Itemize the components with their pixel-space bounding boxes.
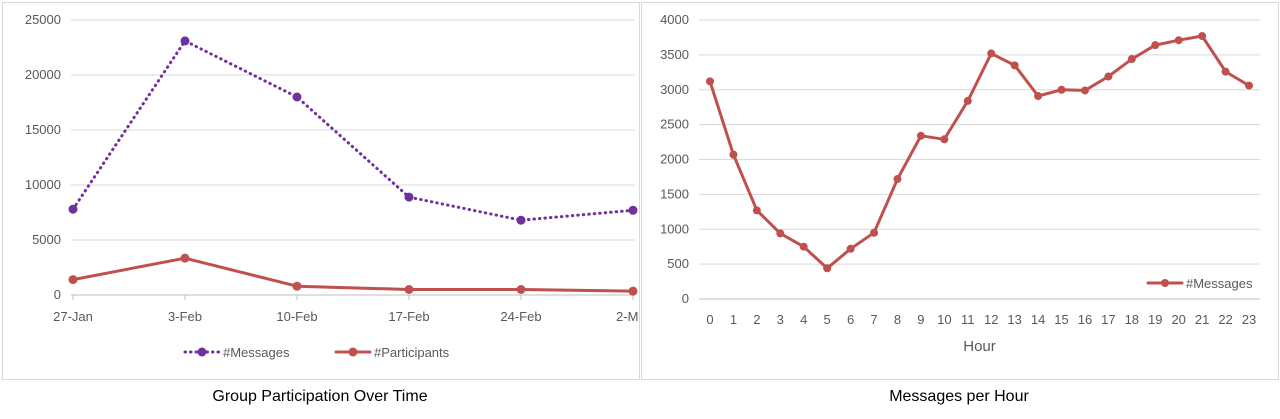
data-point	[776, 229, 785, 238]
y-tick-label: 2500	[660, 117, 689, 132]
data-point	[628, 286, 638, 296]
legend-swatch-marker	[197, 347, 207, 357]
data-point	[1198, 32, 1207, 41]
data-point	[292, 281, 302, 291]
y-tick-label: 3000	[660, 82, 689, 97]
x-tick-label: 0	[706, 312, 713, 327]
x-tick-label: 3-Feb	[168, 309, 202, 324]
data-point	[846, 244, 855, 253]
x-tick-label: 15	[1054, 312, 1068, 327]
series-line-0	[708, 34, 1251, 270]
x-tick-label: 10-Feb	[276, 309, 317, 324]
x-axis-label: Hour	[963, 338, 996, 355]
x-tick-label: 2-Mar	[616, 309, 639, 324]
y-tick-label: 20000	[25, 67, 61, 82]
data-point	[1245, 81, 1253, 90]
data-point	[1010, 61, 1019, 70]
y-tick-label: 15000	[25, 122, 61, 137]
x-tick-label: 17-Feb	[388, 309, 429, 324]
y-tick-label: 0	[682, 291, 689, 306]
data-point	[940, 135, 949, 144]
x-tick-label: 4	[800, 312, 807, 327]
x-tick-label: 20	[1171, 312, 1185, 327]
chart-panel-messages-per-hour: 0 500 1000 1500 2000 2500 3000 3500 4000 0 1 2 3 4 5 6 7…	[641, 2, 1279, 380]
data-point	[1221, 67, 1230, 76]
x-tick-label: 8	[894, 312, 901, 327]
x-tick-label: 24-Feb	[500, 309, 541, 324]
y-tick-label: 500	[667, 256, 689, 271]
data-point	[893, 175, 902, 184]
series-line-0	[71, 39, 635, 222]
data-point	[1034, 92, 1043, 101]
data-point	[729, 150, 738, 159]
x-tick-label: 19	[1148, 312, 1162, 327]
legend-label: #Participants	[374, 345, 450, 360]
data-point	[752, 206, 761, 215]
x-tick-label: 18	[1125, 312, 1139, 327]
x-tick-label: 22	[1218, 312, 1232, 327]
x-tick-label: 5	[824, 312, 831, 327]
data-point	[404, 285, 414, 294]
y-tick-label: 3500	[660, 47, 689, 62]
legend-label: #Messages	[1186, 276, 1253, 291]
data-point	[1127, 55, 1136, 64]
x-tick-label: 23	[1242, 312, 1256, 327]
data-point	[823, 264, 832, 273]
data-point	[1151, 41, 1160, 50]
x-tick-label: 21	[1195, 312, 1209, 327]
x-tick-label: 9	[917, 312, 924, 327]
y-tick-label: 0	[54, 287, 61, 302]
data-point	[706, 77, 714, 86]
data-point	[404, 192, 414, 202]
x-tick-label: 6	[847, 312, 854, 327]
data-point	[799, 242, 808, 251]
series-line-1	[71, 256, 635, 293]
data-point	[628, 205, 638, 215]
x-tick-label: 3	[777, 312, 784, 327]
y-tick-label: 5000	[32, 232, 61, 247]
y-tick-label: 1500	[660, 186, 689, 201]
y-tick-label: 2000	[660, 152, 689, 167]
y-tick-label: 1000	[660, 221, 689, 236]
x-tick-label: 16	[1078, 312, 1092, 327]
data-point	[516, 215, 526, 225]
y-tick-label: 10000	[25, 177, 61, 192]
x-tick-label: 17	[1101, 312, 1115, 327]
x-tick-label: 13	[1007, 312, 1021, 327]
x-tick-label: 1	[730, 312, 737, 327]
chart-panel-group-participation: 0 5000 10000 15000 20000 25000 27-Jan 3-Feb 10-F…	[2, 2, 651, 380]
x-tick-label: 14	[1031, 312, 1045, 327]
x-tick-label: 12	[984, 312, 998, 327]
data-point	[1104, 72, 1113, 81]
chart-group-participation: 0 5000 10000 15000 20000 25000 27-Jan 3-Feb 10-F…	[25, 12, 651, 360]
data-point	[1057, 85, 1066, 94]
y-tick-label: 25000	[25, 12, 61, 27]
y-tick-label: 4000	[660, 12, 689, 27]
x-tick-label: 10	[937, 312, 951, 327]
data-point	[963, 96, 972, 105]
data-point	[68, 204, 78, 214]
data-point	[916, 131, 925, 140]
caption-group-participation: Group Participation Over Time	[212, 388, 428, 405]
data-point	[68, 275, 78, 285]
x-tick-label: 7	[870, 312, 877, 327]
caption-messages-per-hour: Messages per Hour	[889, 388, 1029, 405]
x-tick-label: 11	[961, 312, 975, 327]
legend-swatch-marker	[1161, 279, 1169, 287]
x-tick-label: 2	[753, 312, 760, 327]
data-point	[292, 92, 302, 102]
data-point	[987, 49, 996, 58]
data-point	[870, 228, 879, 237]
data-point	[1174, 36, 1183, 45]
data-point	[180, 253, 190, 263]
legend-label: #Messages	[223, 345, 290, 360]
data-point	[180, 36, 190, 46]
data-point	[516, 285, 526, 294]
legend-swatch-marker	[348, 347, 358, 357]
data-point	[1080, 86, 1089, 95]
x-tick-label: 27-Jan	[53, 309, 93, 324]
